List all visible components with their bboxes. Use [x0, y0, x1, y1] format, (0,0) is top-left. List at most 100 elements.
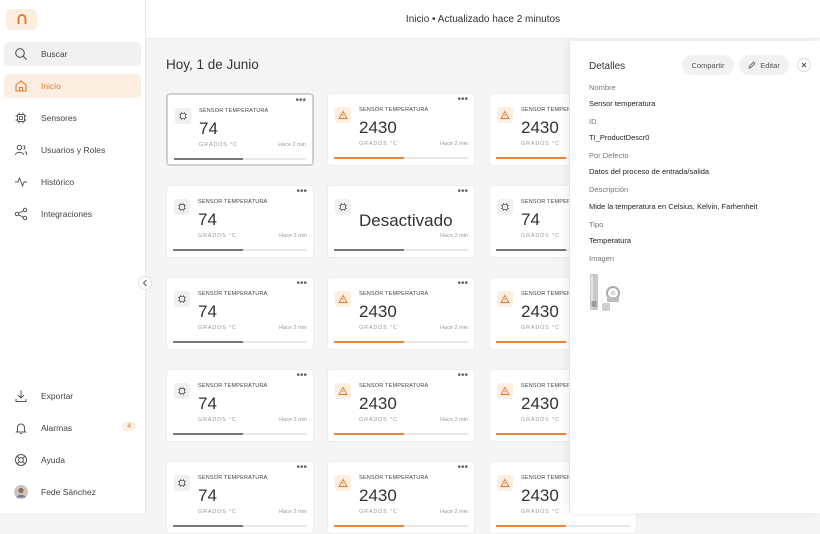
- card-progress-fill: [173, 249, 243, 251]
- collapse-sidebar-button[interactable]: [138, 276, 152, 290]
- field-label-image: Imagen: [589, 254, 615, 263]
- sensor-card[interactable]: ••• SENSOR TEMPERATURA 2430 GRADOS °C Hace 2…: [327, 277, 475, 350]
- card-time: Hace 2 min: [279, 233, 307, 239]
- card-time: Hace 2 min: [440, 509, 468, 515]
- sidebar-item-label: Alarmas: [41, 423, 73, 433]
- card-unit: GRADOS °C: [521, 509, 560, 515]
- card-progress-track: [173, 249, 307, 251]
- page-title: Hoy, 1 de Junio: [166, 57, 259, 72]
- sidebar-item-user-profile[interactable]: Fede Sánchez: [4, 480, 141, 504]
- bell-icon: [14, 421, 28, 435]
- warning-icon: [335, 475, 351, 491]
- card-title: SENSOR TEMPERATURA: [199, 108, 269, 114]
- card-progress-track: [334, 341, 468, 343]
- more-options-icon[interactable]: •••: [296, 370, 307, 381]
- card-progress-fill: [496, 341, 566, 343]
- edit-button[interactable]: Editar: [739, 55, 789, 75]
- warning-icon: [335, 107, 351, 123]
- field-value-default: Datos del proceso de entrada/salida: [589, 167, 710, 176]
- card-title: SENSOR TEMPERATURA: [359, 107, 429, 113]
- app-logo[interactable]: [6, 9, 37, 30]
- card-value: 2430: [521, 118, 559, 137]
- pencil-icon: [748, 61, 756, 69]
- card-value: 2430: [521, 394, 559, 413]
- card-value: 74: [198, 394, 217, 413]
- warning-icon: [497, 383, 513, 399]
- sidebar-item-sensors[interactable]: Sensores: [4, 106, 141, 130]
- close-button[interactable]: [797, 58, 811, 72]
- card-title: SENSOR TEMPERATURA: [359, 383, 429, 389]
- share-button[interactable]: Compartir: [682, 55, 734, 75]
- card-progress-fill: [173, 433, 243, 435]
- sidebar-item-users[interactable]: Usuarios y Roles: [4, 138, 141, 162]
- card-time: Hace 2 min: [279, 509, 307, 515]
- sidebar: Buscar Inicio Sensores Usuarios y Roles …: [0, 0, 146, 513]
- card-unit: GRADOS °C: [521, 233, 560, 239]
- card-time: Hace 2 min: [440, 325, 468, 331]
- card-value: 74: [199, 119, 218, 138]
- users-icon: [14, 143, 28, 157]
- card-time: Hace 2 min: [440, 417, 468, 423]
- more-options-icon[interactable]: •••: [296, 186, 307, 197]
- sensor-card[interactable]: ••• SENSOR TEMPERATURA 74 GRADOS °C Hace 2 m…: [166, 185, 314, 258]
- sidebar-item-home[interactable]: Inicio: [4, 74, 141, 98]
- chip-icon: [497, 199, 513, 215]
- more-options-icon[interactable]: •••: [457, 370, 468, 381]
- sidebar-item-label: Inicio: [41, 81, 61, 91]
- sidebar-item-export[interactable]: Exportar: [4, 384, 141, 408]
- chip-icon: [175, 108, 191, 124]
- card-unit: GRADOS °C: [198, 509, 237, 515]
- field-value-type: Temperatura: [589, 236, 632, 245]
- chip-icon: [174, 475, 190, 491]
- card-unit: GRADOS °C: [198, 417, 237, 423]
- sidebar-item-search[interactable]: Buscar: [4, 42, 141, 66]
- more-options-icon[interactable]: •••: [457, 94, 468, 105]
- sidebar-item-alarms[interactable]: Alarmas 4: [4, 416, 141, 440]
- sensor-card[interactable]: ••• SENSOR TEMPERATURA 2430 GRADOS °C Hace 2…: [327, 369, 475, 442]
- lifebuoy-icon: [14, 453, 28, 467]
- sensor-card[interactable]: ••• Desactivado Hace 2 min: [327, 185, 475, 258]
- card-progress-track: [173, 341, 307, 343]
- more-options-icon[interactable]: •••: [457, 186, 468, 197]
- share-icon: [14, 207, 28, 221]
- card-time: Hace 2 min: [440, 233, 468, 239]
- sidebar-item-history[interactable]: Histórico: [4, 170, 141, 194]
- close-icon: [801, 62, 807, 68]
- alarm-count-badge: 4: [122, 422, 136, 431]
- warning-icon: [335, 291, 351, 307]
- more-options-icon[interactable]: •••: [295, 95, 306, 106]
- card-progress-fill: [173, 525, 243, 527]
- card-unit: GRADOS °C: [198, 325, 237, 331]
- more-options-icon[interactable]: •••: [457, 462, 468, 473]
- sensor-card[interactable]: ••• SENSOR TEMPERATURA 74 GRADOS °C Hace 2 m…: [166, 461, 314, 534]
- sensor-card[interactable]: ••• SENSOR TEMPERATURA 74 GRADOS °C Hace 2 m…: [166, 277, 314, 350]
- sensor-card[interactable]: ••• SENSOR TEMPERATURA 74 GRADOS °C Hace 2 m…: [166, 93, 314, 166]
- sensor-card[interactable]: ••• SENSOR TEMPERATURA 2430 GRADOS °C Hace 2…: [327, 93, 475, 166]
- chip-icon: [335, 199, 351, 215]
- card-title: SENSOR TEMPERATURA: [521, 475, 591, 481]
- card-progress-fill: [174, 158, 243, 160]
- card-progress-track: [334, 433, 468, 435]
- search-icon: [14, 47, 28, 61]
- sidebar-item-label: Buscar: [41, 49, 68, 59]
- card-value: 74: [521, 210, 540, 229]
- sensor-card[interactable]: ••• SENSOR TEMPERATURA 74 GRADOS °C Hace 2 m…: [166, 369, 314, 442]
- warning-icon: [335, 383, 351, 399]
- more-options-icon[interactable]: •••: [296, 462, 307, 473]
- sensor-card[interactable]: ••• SENSOR TEMPERATURA 2430 GRADOS °C Hace 2…: [327, 461, 475, 534]
- more-options-icon[interactable]: •••: [296, 278, 307, 289]
- sidebar-item-help[interactable]: Ayuda: [4, 448, 141, 472]
- chip-icon: [174, 383, 190, 399]
- card-title: SENSOR TEMPERATURA: [359, 291, 429, 297]
- field-value-description: Mide la temperatura en Celsius, Kelvin, …: [589, 202, 758, 211]
- warning-icon: [497, 107, 513, 123]
- card-progress-track: [334, 249, 468, 251]
- chip-icon: [174, 291, 190, 307]
- card-time: Hace 2 min: [279, 417, 307, 423]
- card-value: 74: [198, 486, 217, 505]
- card-progress-track: [496, 341, 630, 343]
- update-status: Inicio • Actualizado hace 2 minutos: [405, 13, 561, 25]
- more-options-icon[interactable]: •••: [457, 278, 468, 289]
- sidebar-item-integrations[interactable]: Integraciones: [4, 202, 141, 226]
- card-progress-fill: [496, 433, 566, 435]
